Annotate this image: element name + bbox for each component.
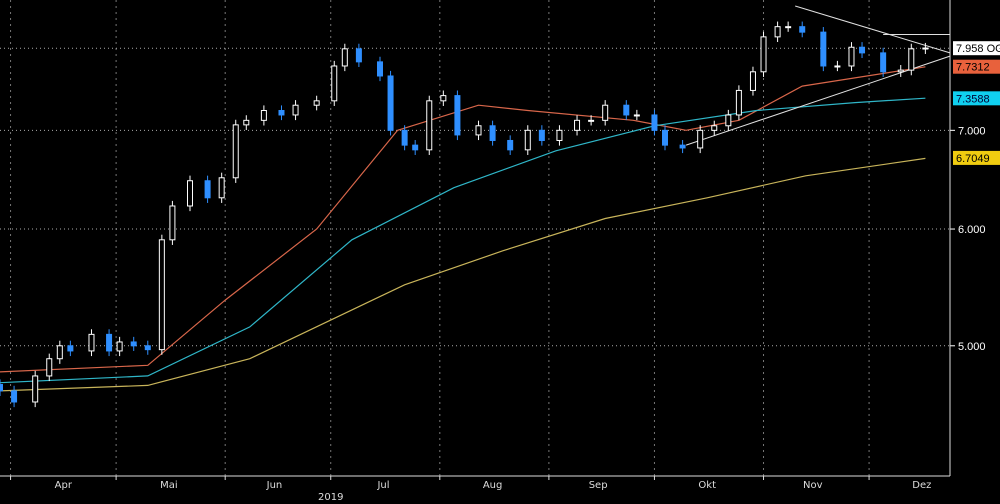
candle-up [574,119,581,131]
candle-up [260,110,267,121]
candle-up [774,26,781,38]
candle-up [749,71,756,91]
candle-up [735,89,742,116]
candle-down [11,390,18,403]
candle-up [46,358,53,377]
candle-up [341,48,348,67]
candle-down [355,48,362,63]
gridlines [0,0,950,476]
candle-down [880,52,887,73]
candle-up [897,69,904,73]
ma_long-line [0,157,926,392]
candle-down [401,129,408,146]
candle-down [859,46,866,54]
candle-down [106,333,113,352]
candle-up [292,104,299,116]
y-tick-label: 5.000 [958,341,986,353]
candle-down [0,384,3,392]
ma_short-value-label: 7.7312 [956,62,990,74]
candle-up [588,119,595,122]
trendline [795,5,951,54]
moving-averages [0,66,926,392]
candle-up [697,129,704,149]
year-label: 2019 [318,492,343,503]
candle-up [524,129,531,151]
candle-down [278,110,285,116]
x-tick-label: Apr [55,480,73,491]
candle-up [602,104,609,121]
candle-down [377,61,383,77]
candle-up [556,129,563,141]
candle-up [426,100,433,151]
ma_long-value-label: 6.7049 [956,153,990,165]
ma_long-value-label-box [953,150,1000,165]
last-price-label-box [953,41,1000,56]
candle-up [169,205,176,241]
candles [0,21,929,408]
candle-up [232,124,239,179]
candle-down [538,129,545,141]
candle-up [922,47,929,50]
ma_short-line [0,66,926,373]
x-tick-label: Dez [912,480,931,491]
candle-down [679,144,686,149]
candle-up [440,95,447,102]
candle-up [785,26,792,29]
candle-down [387,75,394,131]
ma_mid-value-label: 7.3588 [956,93,990,105]
candle-down [454,95,461,136]
candle-up [32,375,39,403]
y-tick-label: 7.000 [958,125,986,137]
candle-up [56,345,63,360]
candle-down [130,341,137,347]
x-tick-label: Nov [803,480,823,491]
candle-down [507,139,514,151]
candle-down [799,26,806,33]
candle-down [67,345,74,352]
last-price-label: 7.958 OGZ [956,43,1000,55]
candle-up [834,65,841,68]
candle-up [725,114,732,127]
x-tick-label: Jun [266,480,283,491]
candle-up [218,177,225,199]
candle-up [908,48,915,71]
x-tick-label: Okt [698,480,716,491]
x-tick-label: Aug [483,480,503,491]
candle-up [848,46,855,67]
candle-down [623,104,630,116]
candle-down [412,144,419,151]
candle-down [651,114,658,131]
trendline [685,55,951,146]
candle-up [313,100,320,106]
x-tick-label: Jul [376,480,389,491]
candle-down [144,345,151,351]
candle-up [711,125,718,131]
ma_mid-line [0,97,926,384]
candle-up [158,239,165,351]
candle-up [331,65,338,102]
y-tick-label: 6.000 [958,224,986,236]
candle-down [820,31,827,67]
ma_short-value-label-box [953,59,1000,74]
candle-up [187,180,193,207]
candle-down [489,125,496,141]
ma_mid-value-label-box [953,91,1000,106]
candle-up [116,341,123,352]
candle-up [633,114,640,117]
candle-down [204,180,211,199]
candle-up [760,36,767,73]
candle-down [662,129,668,146]
x-tick-label: Mai [160,480,178,491]
candle-up [243,119,250,126]
x-tick-label: Sep [589,480,608,491]
candle-up [88,333,95,352]
candle-up [475,125,482,136]
trendlines [685,5,951,146]
